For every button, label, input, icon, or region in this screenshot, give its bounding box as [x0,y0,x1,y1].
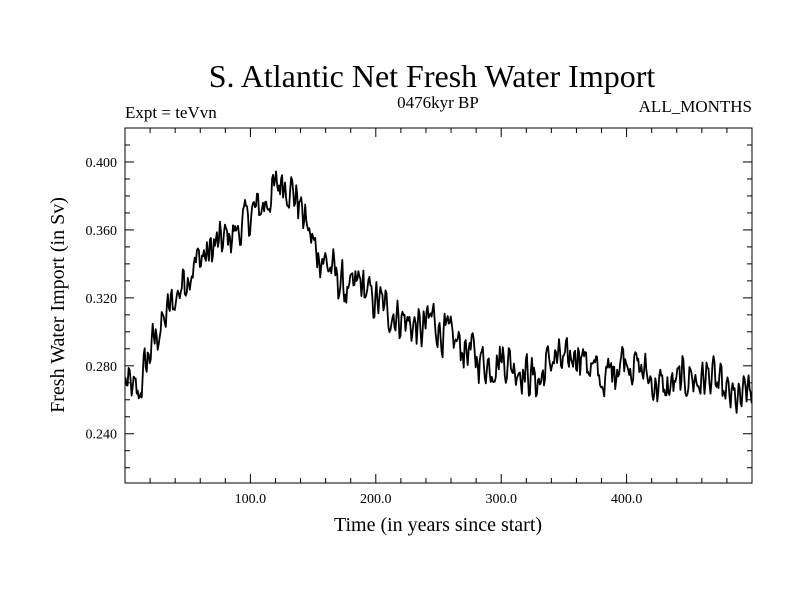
x-axis-ticks [149,128,728,483]
y-tick-label: 0.400 [86,156,118,171]
x-tick-label: 300.0 [485,492,517,507]
y-axis-label: Fresh Water Import (in Sv) [47,197,69,413]
x-axis-label: Time (in years since start) [334,514,542,536]
plot-frame [124,127,753,484]
y-tick-label: 0.320 [86,292,118,307]
y-axis-ticks [125,144,752,469]
y-tick-label: 0.280 [86,360,118,375]
x-tick-label: 100.0 [235,492,267,507]
x-tick-label: 400.0 [611,492,643,507]
y-tick-label: 0.240 [86,428,118,443]
y-axis-tick-labels: 0.240 0.280 0.320 0.360 0.400 [86,156,118,443]
fresh-water-import-line [124,170,753,414]
period-label: 0476kyr BP [397,93,479,112]
chart-title: S. Atlantic Net Fresh Water Import [209,58,656,94]
y-tick-label: 0.360 [86,224,118,239]
x-axis-tick-labels: 100.0 200.0 300.0 400.0 [235,492,643,507]
x-tick-label: 200.0 [360,492,392,507]
experiment-label: Expt = teVvn [125,103,217,122]
months-label: ALL_MONTHS [639,97,752,116]
